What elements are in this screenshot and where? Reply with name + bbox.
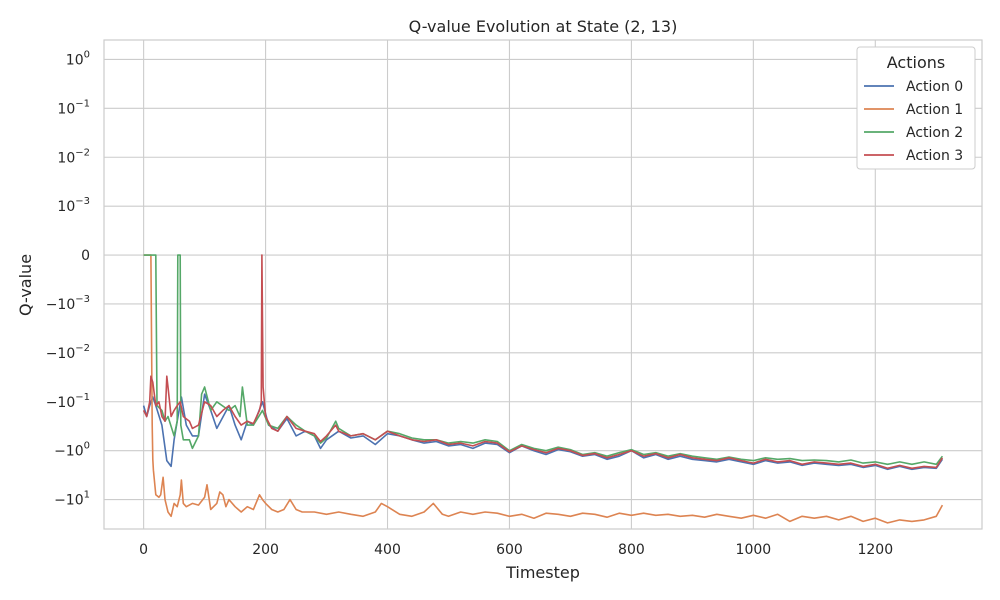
x-tick-label: 600 <box>496 542 523 558</box>
series-line-action-2 <box>143 254 944 466</box>
legend-entry-label: Action 0 <box>906 79 963 95</box>
y-tick-label: 10−3 <box>57 196 90 215</box>
legend-title: Actions <box>887 53 945 72</box>
x-tick-label: 400 <box>374 542 401 558</box>
y-tick-label: −10−1 <box>46 392 90 411</box>
x-tick-label: 800 <box>618 542 645 558</box>
series-line-action-1 <box>143 254 944 524</box>
x-tick-label: 0 <box>139 542 148 558</box>
x-tick-label: 200 <box>252 542 279 558</box>
legend-entry-label: Action 1 <box>906 102 963 118</box>
plot-frame <box>103 39 983 530</box>
series-lines <box>142 254 944 524</box>
x-axis-label: Timestep <box>505 563 580 582</box>
legend-box <box>856 46 976 170</box>
y-tick-label: 10−1 <box>57 98 90 117</box>
y-tick-label: 0 <box>81 248 90 264</box>
y-tick-label: −101 <box>54 490 90 509</box>
legend-entry-label: Action 2 <box>906 125 963 141</box>
y-tick-label: −100 <box>54 441 90 460</box>
x-axis-ticks: 0 200 400 600 800 1000 1200 <box>139 542 893 558</box>
chart-title: Q-value Evolution at State (2, 13) <box>409 17 678 36</box>
grid <box>104 40 982 529</box>
y-tick-label: −10−3 <box>46 294 90 313</box>
y-tick-label: −10−2 <box>46 343 90 362</box>
y-tick-label: 100 <box>66 49 90 68</box>
y-axis-ticks: 100 10−1 10−2 10−3 0 −10−3 −10−2 −10−1 −100 −101 <box>46 49 90 508</box>
series-line-action-3 <box>142 254 944 470</box>
legend-entry-label: Action 3 <box>906 148 963 164</box>
legend: Actions Action 0 Action 1 Action 2 Action 3 <box>856 46 976 170</box>
x-tick-label: 1200 <box>857 542 893 558</box>
x-tick-label: 1000 <box>736 542 772 558</box>
y-tick-label: 10−2 <box>57 147 90 166</box>
plot-background <box>104 40 982 529</box>
y-axis-label: Q-value <box>16 254 35 316</box>
